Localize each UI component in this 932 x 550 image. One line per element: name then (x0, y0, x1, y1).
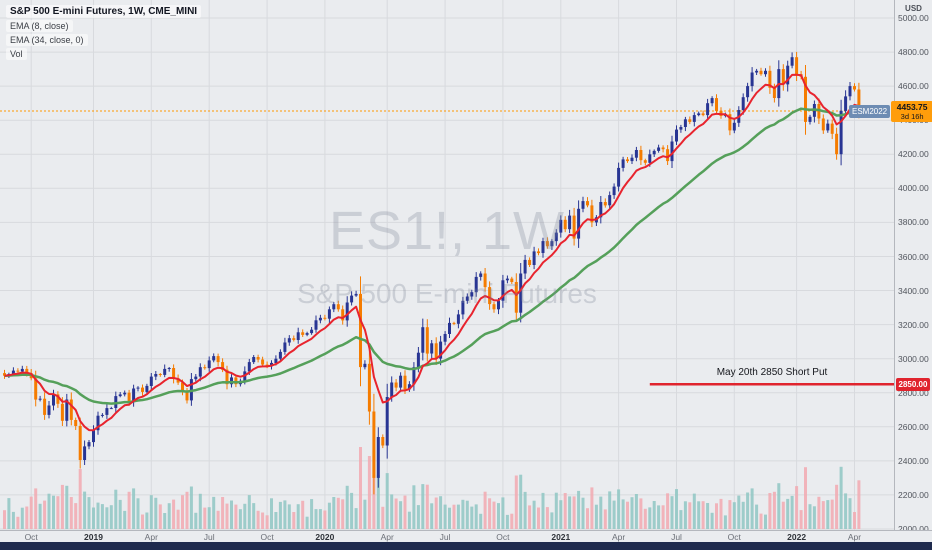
last-price-chip: 4453.75 3d 16h (891, 101, 932, 122)
price-axis-label: 2800.00 (898, 387, 929, 398)
indicator-volume[interactable]: Vol (6, 48, 27, 60)
price-axis-label: 3200.00 (898, 319, 929, 330)
price-pane[interactable]: ES1!, 1W S&P 500 E-mini Futures S&P 500 … (0, 0, 894, 530)
candlestick-chart[interactable] (0, 0, 894, 530)
indicator-ema34[interactable]: EMA (34, close, 0) (6, 34, 88, 46)
ema34-line (4, 107, 859, 405)
currency-label: USD (905, 4, 922, 13)
price-axis-label: 3400.00 (898, 285, 929, 296)
time-axis-label: Oct (24, 532, 38, 542)
time-axis-label: Jul (203, 532, 215, 542)
time-axis-label: Jul (671, 532, 682, 542)
chart-legend: S&P 500 E-mini Futures, 1W, CME_MINI EMA… (6, 5, 202, 60)
time-axis[interactable]: Oct 2019 Apr Jul Oct 2020 Apr Jul Oct 2021 Apr Jul O… (0, 530, 932, 542)
short-put-price-tag: 2850.00 (896, 378, 930, 391)
price-axis-label: 4200.00 (898, 149, 929, 160)
price-axis-label: 4000.00 (898, 183, 929, 194)
price-axis-label: 2000.00 (898, 524, 929, 534)
symbol-title[interactable]: S&P 500 E-mini Futures, 1W, CME_MINI (6, 5, 202, 18)
time-axis-label: 2020 (315, 532, 335, 542)
price-axis[interactable]: USD 5000.004800.004600.004400.004200.004… (894, 0, 932, 534)
short-put-annotation-label[interactable]: May 20th 2850 Short Put (716, 367, 828, 378)
time-axis-label: 2021 (551, 532, 571, 542)
time-axis-label: Apr (380, 532, 394, 542)
price-axis-label: 4600.00 (898, 81, 929, 92)
bar-countdown: 3d 16h (900, 112, 924, 121)
price-axis-label: 4800.00 (898, 47, 929, 58)
last-price-tag: ESM2022 4453.75 3d 16h (849, 101, 932, 122)
time-axis-label: Oct (727, 532, 741, 542)
time-axis-label: Oct (496, 532, 510, 542)
price-axis-label: 3000.00 (898, 353, 929, 364)
last-price-value: 4453.75 (896, 102, 928, 112)
indicator-ema8[interactable]: EMA (8, close) (6, 20, 73, 32)
candles-layer (3, 51, 861, 495)
price-axis-label: 2600.00 (898, 421, 929, 432)
bottom-toolbar (0, 542, 932, 550)
ema8-line (4, 73, 860, 432)
time-axis-label: Apr (144, 532, 158, 542)
price-axis-label: 2400.00 (898, 455, 929, 466)
time-axis-label: Apr (611, 532, 626, 542)
time-axis-label: 2022 (787, 532, 807, 542)
price-axis-label: 3600.00 (898, 251, 929, 262)
price-axis-label: 5000.00 (898, 13, 929, 23)
time-axis-label: 2019 (84, 532, 103, 542)
time-axis-label: Jul (439, 532, 451, 542)
contract-chip: ESM2022 (849, 105, 891, 118)
price-axis-label: 2200.00 (898, 489, 929, 500)
time-axis-label: Apr (847, 532, 862, 542)
volume-layer (3, 447, 861, 529)
time-axis-label: Oct (260, 532, 274, 542)
grid-layer (0, 0, 894, 530)
price-axis-label: 3800.00 (898, 217, 929, 228)
